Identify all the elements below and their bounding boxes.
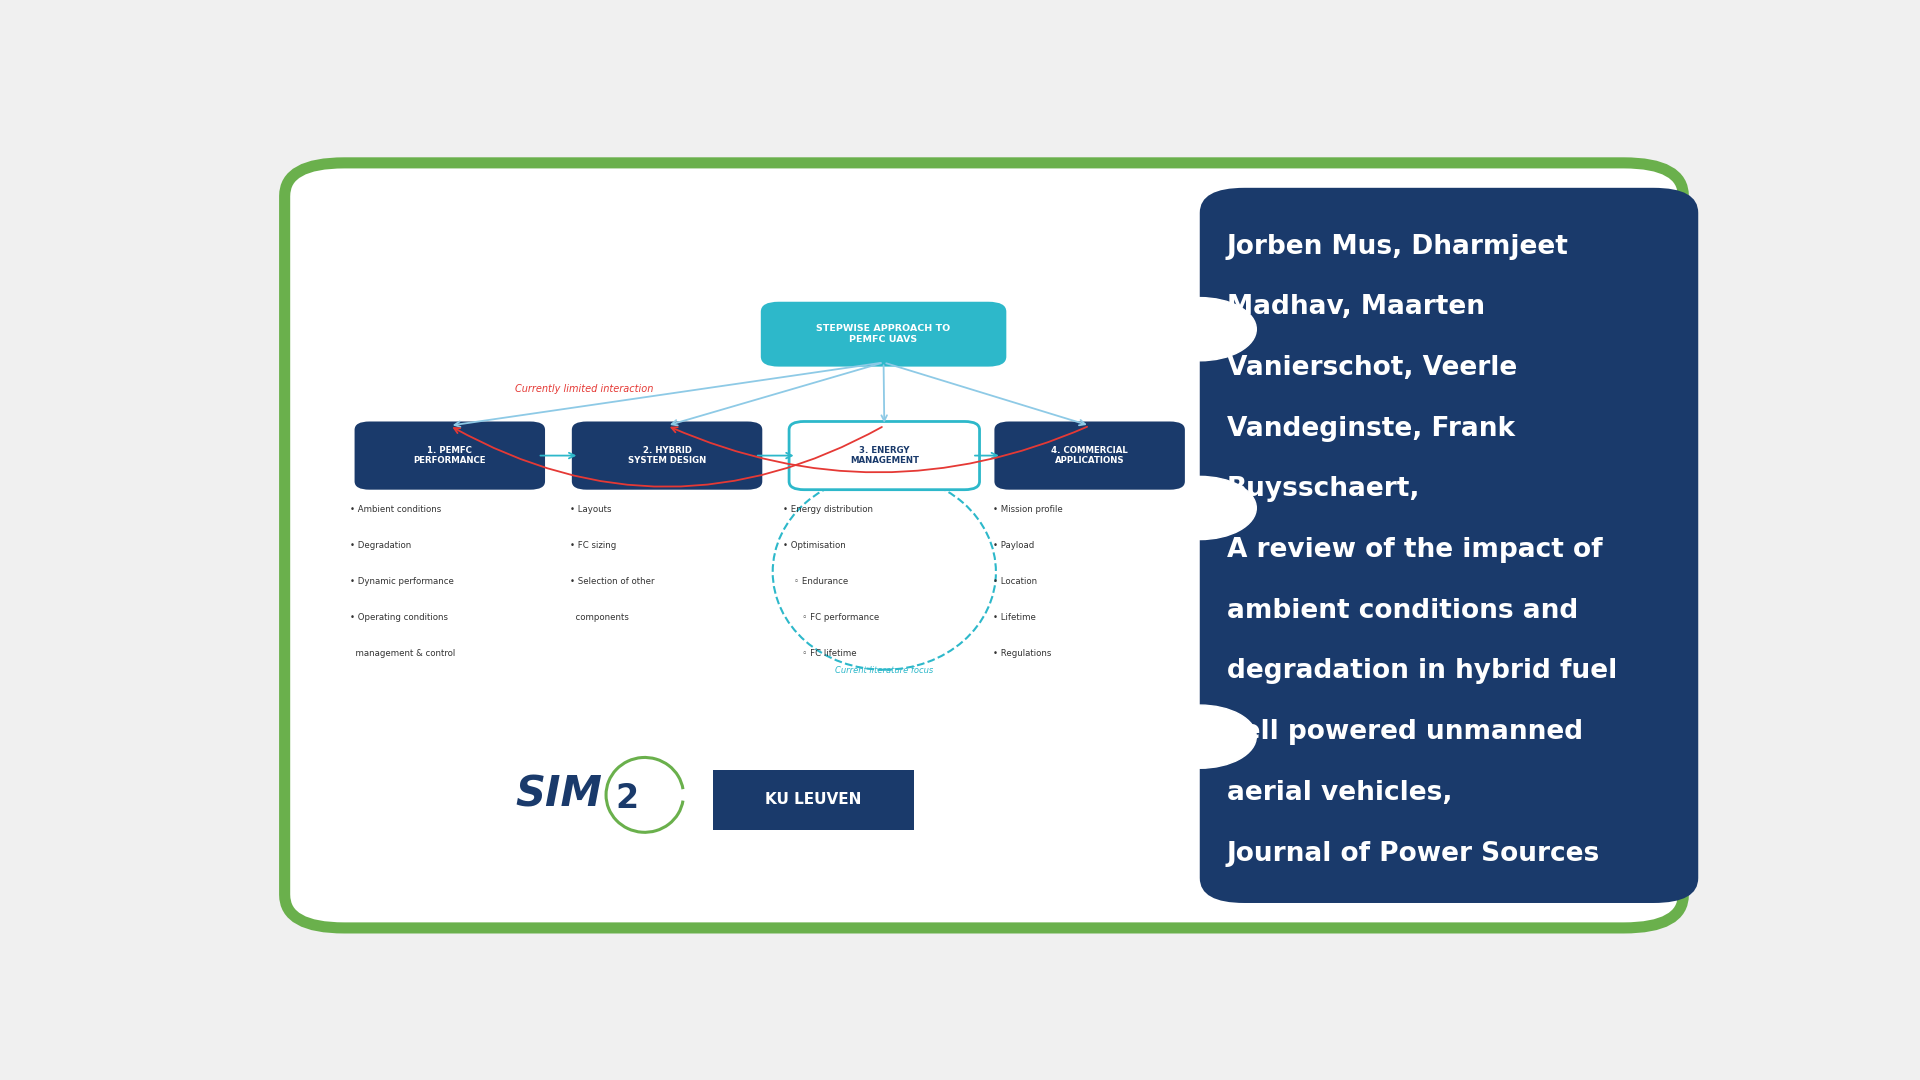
FancyBboxPatch shape [760, 301, 1006, 366]
Text: aerial vehicles,: aerial vehicles, [1227, 780, 1452, 806]
Circle shape [1142, 705, 1256, 768]
Text: management & control: management & control [349, 648, 455, 658]
Text: • Mission profile: • Mission profile [993, 505, 1062, 514]
Text: • Payload: • Payload [993, 541, 1035, 550]
Text: degradation in hybrid fuel: degradation in hybrid fuel [1227, 659, 1617, 685]
Text: ambient conditions and: ambient conditions and [1227, 598, 1578, 624]
Text: • Layouts: • Layouts [570, 505, 612, 514]
Text: 2: 2 [614, 782, 637, 814]
FancyBboxPatch shape [1200, 188, 1697, 903]
Text: • Energy distribution: • Energy distribution [783, 505, 874, 514]
Text: KU LEUVEN: KU LEUVEN [766, 793, 862, 808]
Text: 3. ENERGY
MANAGEMENT: 3. ENERGY MANAGEMENT [851, 446, 920, 465]
Text: • Ambient conditions: • Ambient conditions [349, 505, 442, 514]
FancyBboxPatch shape [284, 163, 1684, 928]
Text: Madhav, Maarten: Madhav, Maarten [1227, 294, 1484, 321]
Text: • FC sizing: • FC sizing [570, 541, 616, 550]
Text: components: components [570, 612, 630, 622]
Text: Vandeginste, Frank: Vandeginste, Frank [1227, 416, 1515, 442]
FancyBboxPatch shape [789, 421, 979, 489]
Circle shape [1142, 298, 1256, 361]
Circle shape [1142, 476, 1256, 540]
Text: ◦ FC performance: ◦ FC performance [783, 612, 879, 622]
FancyBboxPatch shape [572, 421, 762, 489]
Text: Current literature focus: Current literature focus [835, 666, 933, 675]
Text: ◦ FC lifetime: ◦ FC lifetime [783, 648, 856, 658]
Text: • Optimisation: • Optimisation [783, 541, 847, 550]
Text: 1. PEMFC
PERFORMANCE: 1. PEMFC PERFORMANCE [413, 446, 486, 465]
Text: cell powered unmanned: cell powered unmanned [1227, 719, 1582, 745]
Text: • Location: • Location [993, 577, 1037, 586]
Text: Vanierschot, Veerle: Vanierschot, Veerle [1227, 355, 1517, 381]
FancyBboxPatch shape [712, 770, 914, 829]
Text: SIM: SIM [515, 774, 603, 815]
Text: Journal of Power Sources: Journal of Power Sources [1227, 840, 1599, 866]
Text: ◦ Endurance: ◦ Endurance [783, 577, 849, 586]
Text: A review of the impact of: A review of the impact of [1227, 537, 1601, 563]
FancyBboxPatch shape [355, 421, 545, 489]
Text: • Dynamic performance: • Dynamic performance [349, 577, 453, 586]
Text: STEPWISE APPROACH TO
PEMFC UAVS: STEPWISE APPROACH TO PEMFC UAVS [816, 324, 950, 343]
Text: 2. HYBRID
SYSTEM DESIGN: 2. HYBRID SYSTEM DESIGN [628, 446, 707, 465]
FancyBboxPatch shape [995, 421, 1185, 489]
Text: Currently limited interaction: Currently limited interaction [515, 383, 653, 393]
Text: Buysschaert,: Buysschaert, [1227, 476, 1421, 502]
Text: • Degradation: • Degradation [349, 541, 411, 550]
Text: • Regulations: • Regulations [993, 648, 1052, 658]
Text: • Operating conditions: • Operating conditions [349, 612, 447, 622]
Text: • Lifetime: • Lifetime [993, 612, 1035, 622]
Text: • Selection of other: • Selection of other [570, 577, 655, 586]
Text: 4. COMMERCIAL
APPLICATIONS: 4. COMMERCIAL APPLICATIONS [1052, 446, 1129, 465]
Text: Jorben Mus, Dharmjeet: Jorben Mus, Dharmjeet [1227, 233, 1569, 259]
